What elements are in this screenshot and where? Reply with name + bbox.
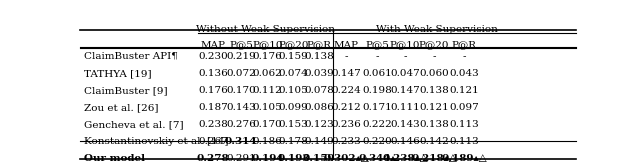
Text: 0.097: 0.097 (449, 103, 479, 112)
Text: -: - (376, 52, 380, 61)
Text: 0.121: 0.121 (449, 86, 479, 95)
Text: 0.062: 0.062 (253, 69, 282, 78)
Text: 0.178: 0.178 (278, 137, 308, 146)
Text: 0.142: 0.142 (419, 137, 449, 146)
Text: 0.198: 0.198 (363, 86, 392, 95)
Text: 0.149: 0.149 (304, 137, 334, 146)
Text: 0.111: 0.111 (390, 103, 420, 112)
Text: 0.143: 0.143 (227, 103, 256, 112)
Text: 0.072: 0.072 (227, 69, 256, 78)
Text: 0.047: 0.047 (390, 69, 420, 78)
Text: 0.189▴△: 0.189▴△ (441, 154, 487, 163)
Text: 0.105: 0.105 (253, 103, 282, 112)
Text: ClaimBuster API¶: ClaimBuster API¶ (84, 52, 178, 61)
Text: 0.153: 0.153 (278, 120, 308, 129)
Text: 0.238: 0.238 (198, 120, 228, 129)
Text: 0.291: 0.291 (227, 154, 256, 163)
Text: Gencheva et al. [7]: Gencheva et al. [7] (84, 120, 184, 129)
Text: 0.105: 0.105 (278, 86, 308, 95)
Text: 0.147: 0.147 (332, 69, 361, 78)
Text: 0.043: 0.043 (449, 69, 479, 78)
Text: 0.222: 0.222 (363, 120, 392, 129)
Text: P@R: P@R (451, 41, 476, 50)
Text: P@10: P@10 (252, 41, 283, 50)
Text: 0.219: 0.219 (227, 52, 256, 61)
Text: -: - (433, 52, 436, 61)
Text: 0.238▴△: 0.238▴△ (382, 154, 428, 163)
Text: 0.143: 0.143 (390, 120, 420, 129)
Text: 0.170: 0.170 (253, 120, 282, 129)
Text: 0.099: 0.099 (278, 103, 308, 112)
Text: 0.146: 0.146 (390, 137, 420, 146)
Text: Our model: Our model (84, 154, 145, 163)
Text: 0.147: 0.147 (390, 86, 420, 95)
Text: 0.302▴△: 0.302▴△ (323, 154, 369, 163)
Text: 0.233: 0.233 (332, 137, 361, 146)
Text: 0.159: 0.159 (303, 154, 335, 163)
Text: 0.186: 0.186 (253, 137, 282, 146)
Text: 0.061: 0.061 (363, 69, 392, 78)
Text: 0.218▴△: 0.218▴△ (412, 154, 457, 163)
Text: 0.276: 0.276 (227, 120, 256, 129)
Text: P@5: P@5 (365, 41, 390, 50)
Text: Konstantinovskiy et al. [14]: Konstantinovskiy et al. [14] (84, 137, 228, 146)
Text: 0.123: 0.123 (304, 120, 334, 129)
Text: With Weak Supervision: With Weak Supervision (376, 25, 497, 34)
Text: 0.039: 0.039 (304, 69, 334, 78)
Text: MAP: MAP (200, 41, 225, 50)
Text: -: - (403, 52, 406, 61)
Text: P@20: P@20 (419, 41, 449, 50)
Text: 0.171: 0.171 (363, 103, 392, 112)
Text: 0.220: 0.220 (363, 137, 392, 146)
Text: 0.086: 0.086 (304, 103, 334, 112)
Text: 0.230: 0.230 (198, 52, 228, 61)
Text: 0.074: 0.074 (278, 69, 308, 78)
Text: -: - (344, 52, 348, 61)
Text: 0.224: 0.224 (332, 86, 361, 95)
Text: MAP: MAP (334, 41, 359, 50)
Text: 0.193: 0.193 (277, 154, 310, 163)
Text: 0.112: 0.112 (253, 86, 282, 95)
Text: 0.236: 0.236 (332, 120, 361, 129)
Text: 0.060: 0.060 (419, 69, 449, 78)
Text: 0.170: 0.170 (227, 86, 256, 95)
Text: P@10: P@10 (390, 41, 420, 50)
Text: 0.267: 0.267 (198, 137, 228, 146)
Text: 0.176: 0.176 (253, 52, 282, 61)
Text: TATHYA [19]: TATHYA [19] (84, 69, 152, 78)
Text: ClaimBuster [9]: ClaimBuster [9] (84, 86, 168, 95)
Text: 0.176: 0.176 (198, 86, 228, 95)
Text: Zou et al. [26]: Zou et al. [26] (84, 103, 159, 112)
Text: 0.138: 0.138 (419, 86, 449, 95)
Text: 0.113: 0.113 (449, 137, 479, 146)
Text: Without Weak Supervision: Without Weak Supervision (196, 25, 335, 34)
Text: 0.314: 0.314 (225, 137, 257, 146)
Text: P@20: P@20 (278, 41, 308, 50)
Text: 0.194: 0.194 (252, 154, 284, 163)
Text: 0.121: 0.121 (419, 103, 449, 112)
Text: 0.344▴: 0.344▴ (359, 154, 396, 163)
Text: 0.138: 0.138 (304, 52, 334, 61)
Text: -: - (462, 52, 466, 61)
Text: 0.278: 0.278 (196, 154, 229, 163)
Text: 0.187: 0.187 (198, 103, 228, 112)
Text: P@R: P@R (307, 41, 332, 50)
Text: 0.113: 0.113 (449, 120, 479, 129)
Text: 0.078: 0.078 (304, 86, 334, 95)
Text: 0.159: 0.159 (278, 52, 308, 61)
Text: 0.138: 0.138 (419, 120, 449, 129)
Text: P@5: P@5 (229, 41, 253, 50)
Text: 0.136: 0.136 (198, 69, 228, 78)
Text: 0.212: 0.212 (332, 103, 361, 112)
